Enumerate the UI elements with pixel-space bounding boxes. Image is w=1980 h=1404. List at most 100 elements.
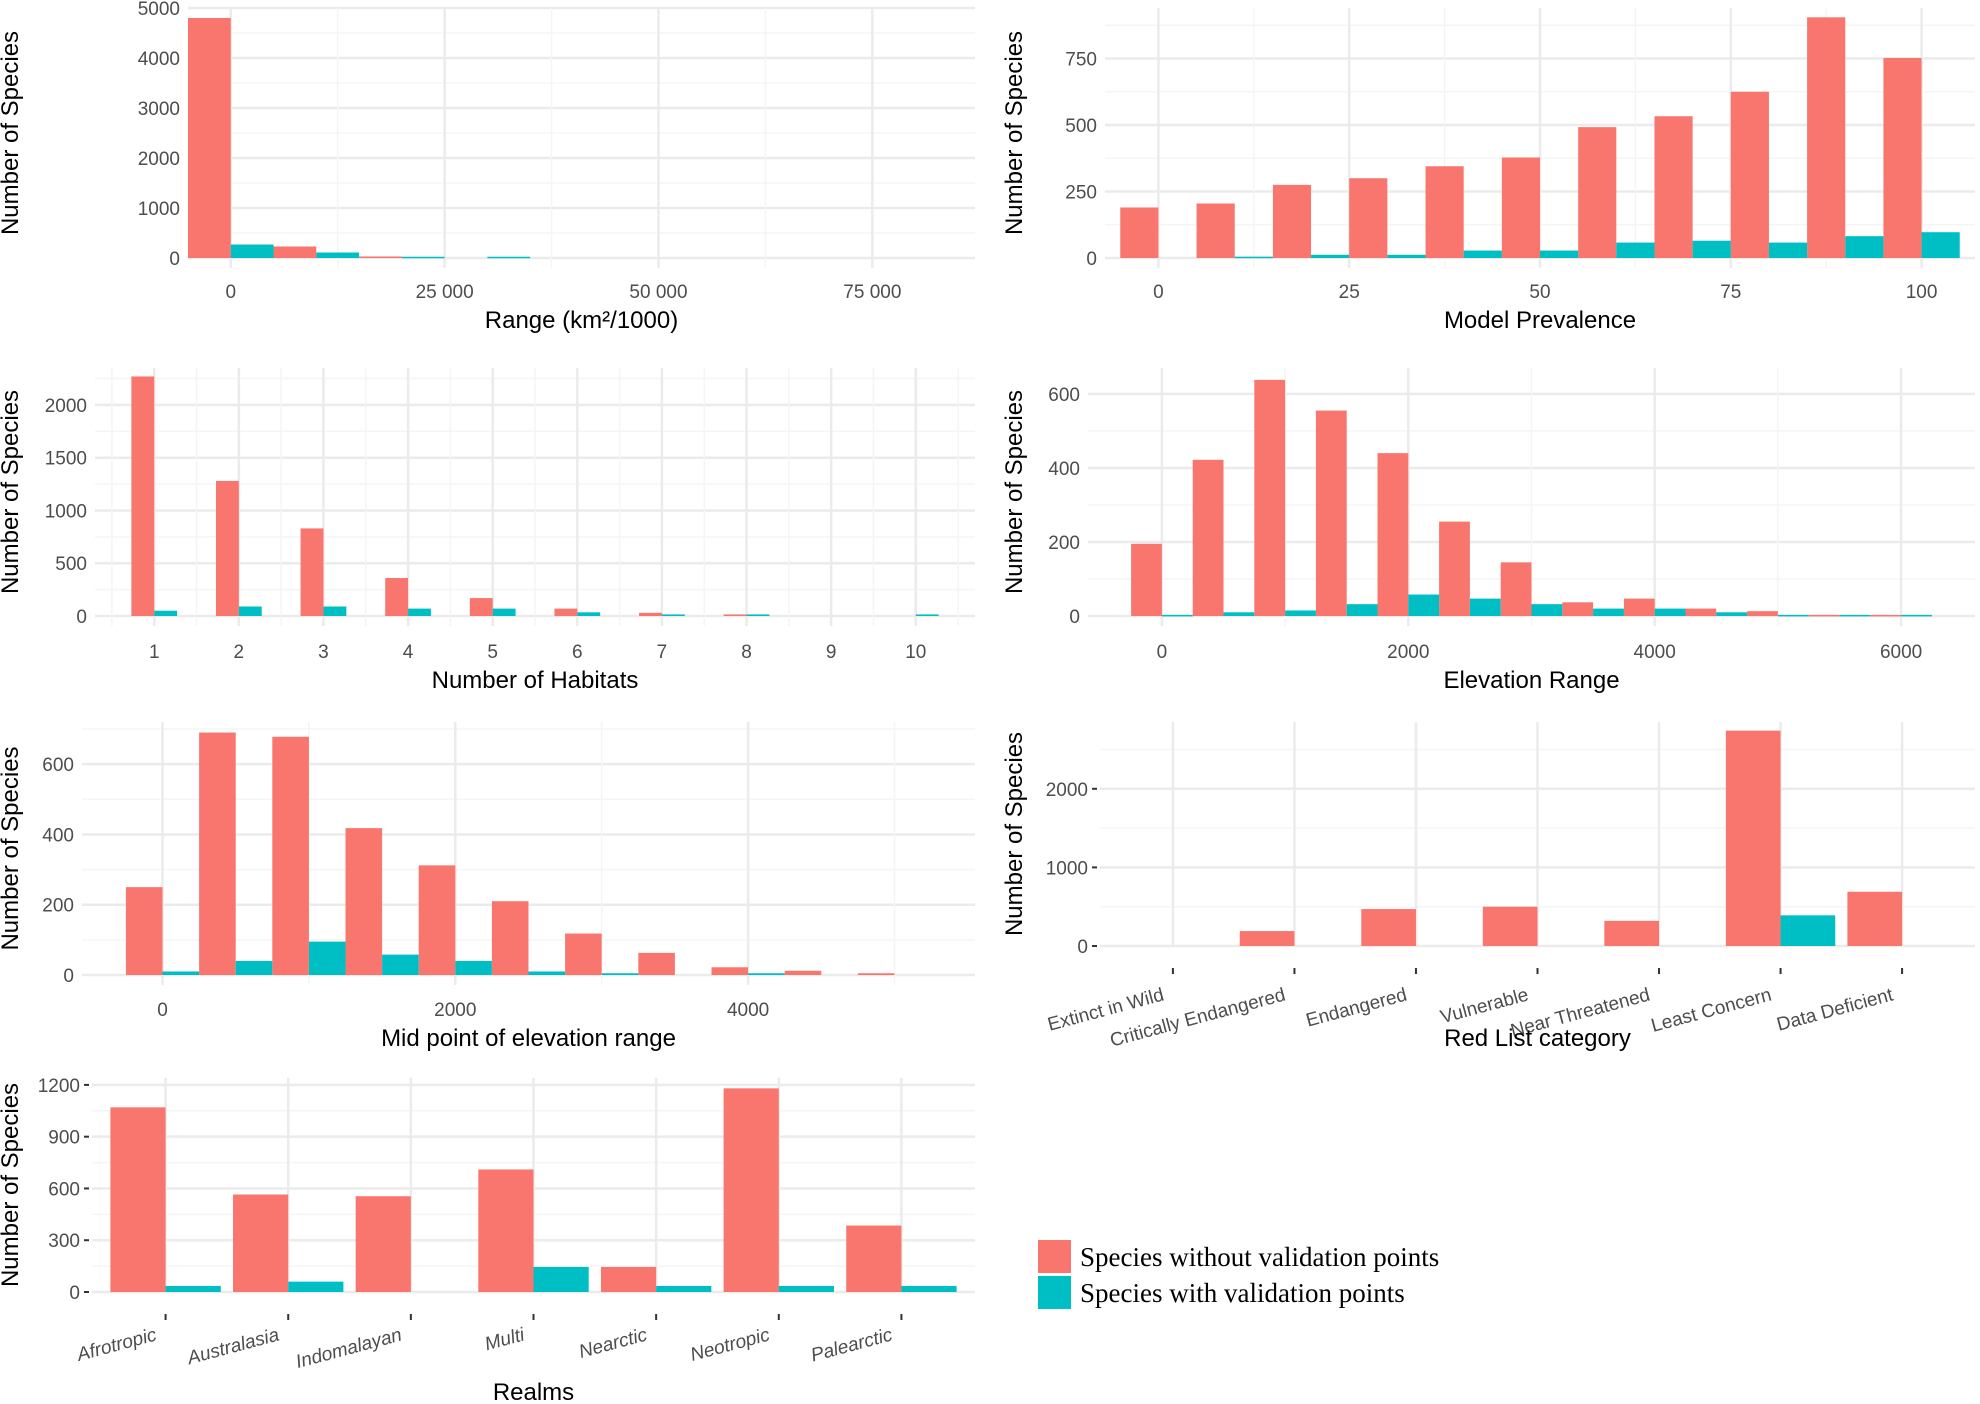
x-tick-label: 4000 <box>727 1000 769 1021</box>
x-tick-label: Afrotropic <box>74 1324 159 1366</box>
bar-with-validation <box>1593 608 1624 616</box>
y-tick-label: 0 <box>1077 937 1088 958</box>
y-tick-label: 200 <box>1048 533 1080 554</box>
x-tick-label: 50 <box>1529 282 1550 303</box>
bar-with-validation <box>154 610 178 616</box>
bar-without-validation <box>491 901 529 975</box>
legend: Species without validation points Species… <box>1038 1240 1439 1309</box>
x-tick-label: 4 <box>403 642 414 663</box>
bar-with-validation <box>1845 236 1884 258</box>
x-tick-label: 4000 <box>1634 642 1676 663</box>
y-axis-title: Number of Species <box>0 746 24 950</box>
x-tick-label: 6 <box>572 642 583 663</box>
bar-without-validation <box>565 933 602 975</box>
x-axis-title: Range (km²/1000) <box>485 307 678 334</box>
x-tick-label: 100 <box>1906 282 1938 303</box>
x-tick-label: Palearctic <box>809 1324 895 1366</box>
bar-without-validation <box>469 598 493 616</box>
y-tick-label: 900 <box>48 1128 80 1149</box>
bar-with-validation <box>1387 254 1426 258</box>
x-tick-label: 2000 <box>434 1000 476 1021</box>
bar-without-validation <box>188 18 231 258</box>
bar-with-validation <box>1285 610 1316 616</box>
bar-without-validation <box>345 828 383 975</box>
bar-without-validation <box>1654 116 1693 258</box>
x-axis-title: Elevation Range <box>1443 667 1619 694</box>
x-tick-label: 9 <box>826 642 837 663</box>
bar-without-validation <box>1870 614 1902 617</box>
bar-without-validation <box>233 1194 289 1292</box>
x-tick-label: 0 <box>157 1000 168 1021</box>
bar-with-validation <box>308 941 346 975</box>
bar-with-validation <box>1311 254 1350 258</box>
bar-with-validation <box>1540 250 1579 258</box>
bar-without-validation <box>1425 166 1464 258</box>
y-tick-label: 2000 <box>1046 780 1088 801</box>
chart-panel-habitats: 0 500 1000 1500 2000 1 2 3 4 5 6 7 8 9 10 Number of Hab… <box>0 368 975 694</box>
bar-without-validation <box>1725 730 1781 946</box>
x-tick-label: 75 <box>1720 282 1741 303</box>
bar-without-validation <box>1623 598 1655 616</box>
y-tick-label: 300 <box>48 1231 80 1252</box>
y-tick-label: 500 <box>55 554 87 575</box>
y-tick-label: 0 <box>69 1283 80 1304</box>
bar-with-validation <box>748 973 785 975</box>
x-tick-label: Multi <box>483 1324 528 1355</box>
legend-label: Species with validation points <box>1080 1278 1405 1308</box>
bar-without-validation <box>418 865 456 975</box>
bar-with-validation <box>1531 604 1563 616</box>
y-tick-label: 0 <box>63 966 74 987</box>
y-tick-label: 0 <box>76 607 87 628</box>
bar-without-validation <box>1847 891 1903 946</box>
bar-without-validation <box>1578 127 1617 259</box>
x-tick-label: 0 <box>225 282 236 303</box>
bar-without-validation <box>1120 207 1159 258</box>
bar-without-validation <box>1439 521 1470 616</box>
y-tick-label: 3000 <box>138 99 180 120</box>
y-tick-label: 1000 <box>138 199 180 220</box>
chart-panel-range: 0 1000 2000 3000 4000 5000 0 25 000 50 000 75 000… <box>0 0 975 334</box>
bar-without-validation <box>846 1225 902 1292</box>
x-tick-label: 5 <box>487 642 498 663</box>
y-tick-label: 1500 <box>45 449 87 470</box>
x-tick-label: Data Deficient <box>1775 984 1896 1035</box>
bar-with-validation <box>382 954 419 975</box>
bar-without-validation <box>1254 379 1286 616</box>
x-tick-label: Endangered <box>1304 985 1409 1032</box>
bar-with-validation <box>915 614 939 616</box>
bar-without-validation <box>1562 602 1594 616</box>
bar-without-validation <box>1730 91 1769 258</box>
chart-panel-realms: 0 300 600 900 1200 Afrotropic Australasia Indom… <box>0 1076 975 1404</box>
x-axis-title: Number of Habitats <box>432 667 639 694</box>
x-axis-title: Model Prevalence <box>1444 307 1636 334</box>
x-tick-label: 0 <box>1157 642 1168 663</box>
bar-with-validation <box>165 1285 221 1292</box>
bar-without-validation <box>1315 410 1347 616</box>
bar-without-validation <box>199 732 236 975</box>
y-tick-label: 400 <box>42 825 74 846</box>
bar-with-validation <box>746 614 770 616</box>
bar-with-validation <box>1463 250 1502 258</box>
bar-without-validation <box>1807 17 1846 259</box>
y-tick-label: 2000 <box>138 149 180 170</box>
bar-with-validation <box>408 608 431 616</box>
bar-without-validation <box>110 1107 166 1292</box>
x-tick-label: 75 000 <box>843 282 901 303</box>
bar-without-validation <box>1604 920 1660 946</box>
bar-with-validation <box>1777 614 1809 617</box>
x-axis-title: Red List category <box>1444 1025 1631 1052</box>
bar-with-validation <box>1692 240 1731 258</box>
x-tick-label: 2 <box>234 642 245 663</box>
bar-with-validation <box>1346 604 1378 616</box>
bar-with-validation <box>288 1281 344 1292</box>
bar-without-validation <box>1883 58 1922 258</box>
chart-panel-midpoint: 0 200 400 600 0 2000 4000 Mid point of elevatio… <box>0 722 975 1052</box>
bar-with-validation <box>455 960 492 975</box>
y-axis-title: Number of Species <box>1001 390 1028 594</box>
bar-with-validation <box>1780 915 1836 946</box>
bar-without-validation <box>1482 906 1538 946</box>
bar-without-validation <box>1685 608 1717 616</box>
bar-with-validation <box>1408 594 1440 616</box>
y-tick-label: 1000 <box>45 501 87 522</box>
bar-without-validation <box>1747 611 1778 616</box>
